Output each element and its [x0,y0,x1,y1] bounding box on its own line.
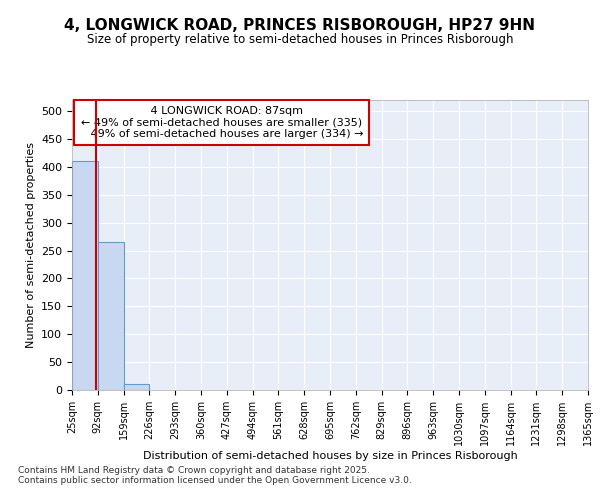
Text: 4, LONGWICK ROAD, PRINCES RISBOROUGH, HP27 9HN: 4, LONGWICK ROAD, PRINCES RISBOROUGH, HP… [65,18,536,32]
Y-axis label: Number of semi-detached properties: Number of semi-detached properties [26,142,35,348]
Bar [98,242,124,390]
Bar [72,162,98,390]
Text: 4 LONGWICK ROAD: 87sqm
← 49% of semi-detached houses are smaller (335)
   49% of: 4 LONGWICK ROAD: 87sqm ← 49% of semi-det… [80,106,364,139]
Text: Contains HM Land Registry data © Crown copyright and database right 2025.
Contai: Contains HM Land Registry data © Crown c… [18,466,412,485]
X-axis label: Distribution of semi-detached houses by size in Princes Risborough: Distribution of semi-detached houses by … [143,450,517,460]
Bar [124,384,149,390]
Text: Size of property relative to semi-detached houses in Princes Risborough: Size of property relative to semi-detach… [87,32,513,46]
